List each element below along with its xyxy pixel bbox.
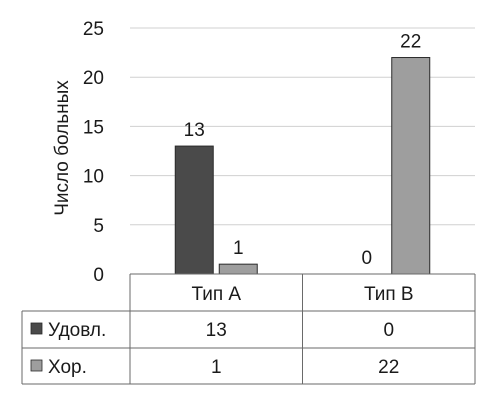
- y-tick-label-0: 0: [93, 265, 104, 286]
- y-axis-tick-labels: 0 5 10 15 20 25: [83, 19, 104, 286]
- y-tick-label-10: 10: [83, 167, 104, 188]
- table-cell-Хор.-Тип В: 22: [378, 357, 399, 378]
- bar-Хор.-Тип А: [218, 263, 258, 275]
- data-label-Удовл.-Тип А: 13: [184, 120, 205, 141]
- legend-key-Удовл.: [30, 322, 43, 335]
- data-labels: 13 1 0 22: [184, 32, 422, 269]
- y-axis-label: Число больных: [52, 80, 73, 216]
- y-tick-label-5: 5: [93, 216, 104, 237]
- category-label-0: Тип А: [191, 284, 241, 305]
- legend-label-Удовл.: Удовл.: [48, 320, 106, 341]
- data-label-Хор.-Тип В: 22: [400, 32, 421, 53]
- table-cell-Удовл.-Тип В: 0: [383, 320, 394, 341]
- bars: [174, 57, 431, 275]
- data-table: Тип А Тип В Удовл. 13 0 Хор. 1 22: [21, 273, 476, 385]
- y-tick-label-15: 15: [83, 117, 104, 138]
- data-label-Удовл.-Тип В: 0: [361, 248, 372, 269]
- legend-label-Хор.: Хор.: [48, 357, 87, 378]
- data-label-Хор.-Тип А: 1: [233, 238, 244, 259]
- legend-key-Хор.: [30, 359, 43, 372]
- y-tick-label-20: 20: [83, 68, 104, 89]
- bar-Хор.-Тип В: [391, 57, 431, 275]
- table-cell-Удовл.-Тип А: 13: [206, 320, 227, 341]
- table-cell-Хор.-Тип А: 1: [211, 357, 222, 378]
- y-tick-label-25: 25: [83, 19, 104, 40]
- bar-Удовл.-Тип А: [174, 145, 214, 275]
- category-label-1: Тип В: [364, 284, 414, 305]
